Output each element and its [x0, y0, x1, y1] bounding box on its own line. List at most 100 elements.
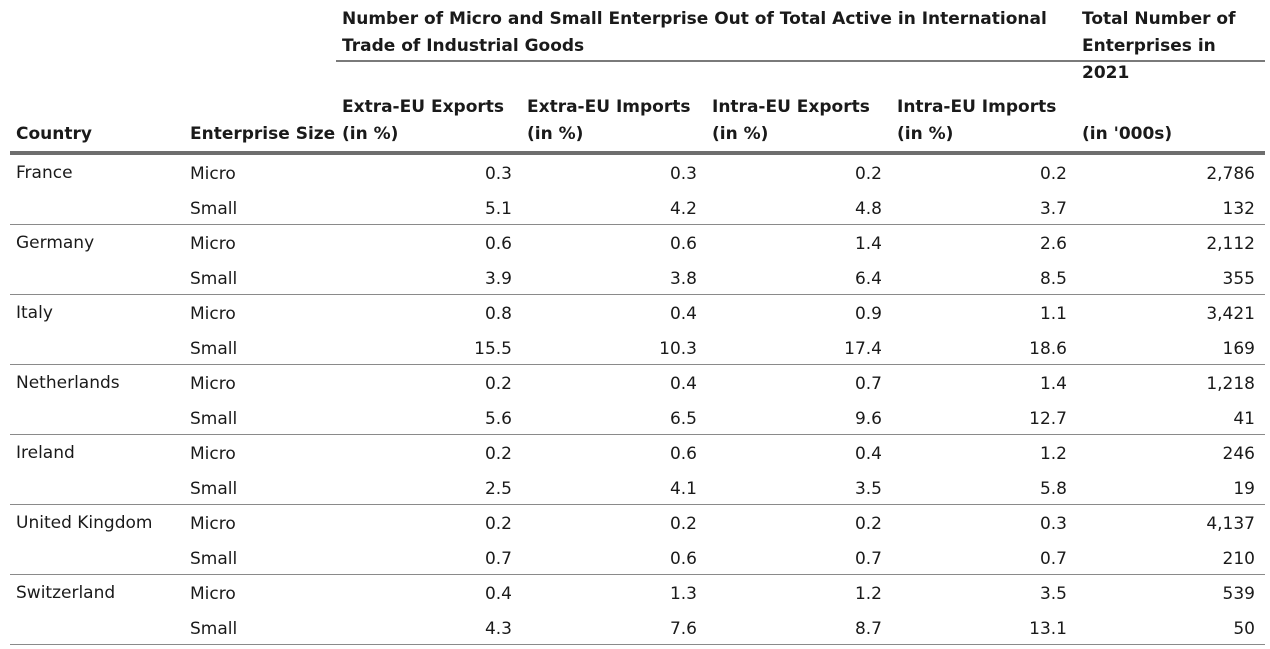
enterprise-size: Small — [190, 339, 238, 359]
value-cell: 10.3 — [659, 339, 697, 359]
col-header-total-unit: (in '000s) — [1082, 124, 1173, 144]
value-cell: 13.1 — [1029, 619, 1067, 639]
row-divider — [10, 434, 1265, 435]
col-header-extra-eu-exports-unit: (in %) — [342, 124, 399, 144]
value-cell: 1.3 — [669, 584, 697, 604]
row-divider — [10, 644, 1265, 645]
value-cell: 50 — [1233, 619, 1255, 639]
header-rule — [10, 151, 1265, 155]
value-cell: 18.6 — [1029, 339, 1067, 359]
table-row: Switzerland Micro 0.4 1.3 1.2 3.5 539 Small 4.3 7… — [10, 575, 1265, 645]
value-cell: 0.6 — [669, 234, 697, 254]
value-cell: 0.2 — [669, 514, 697, 534]
value-cell: 0.2 — [484, 514, 512, 534]
value-cell: 1.4 — [854, 234, 882, 254]
country-name: Germany — [16, 233, 95, 253]
value-cell: 0.4 — [484, 584, 512, 604]
value-cell: 0.7 — [484, 549, 512, 569]
value-cell: 0.2 — [854, 164, 882, 184]
country-name: Switzerland — [16, 583, 116, 603]
country-name: Italy — [16, 303, 53, 323]
value-cell: 0.3 — [484, 164, 512, 184]
table-row: Ireland Micro 0.2 0.6 0.4 1.2 246 Small 2.5 4.1 3.… — [10, 435, 1265, 505]
enterprise-size: Small — [190, 269, 238, 289]
total-header-title: Total Number of Enterprises in 2021 — [1082, 9, 1236, 83]
value-cell: 355 — [1222, 269, 1255, 289]
value-cell: 132 — [1222, 199, 1255, 219]
group-header-rule — [336, 60, 1265, 62]
value-cell: 0.6 — [669, 549, 697, 569]
enterprise-size: Small — [190, 619, 238, 639]
enterprise-size: Micro — [190, 304, 236, 324]
value-cell: 3.9 — [484, 269, 512, 289]
value-cell: 1.4 — [1039, 374, 1067, 394]
row-divider — [10, 294, 1265, 295]
value-cell: 2,112 — [1206, 234, 1255, 254]
value-cell: 3.5 — [1039, 584, 1067, 604]
value-cell: 3.8 — [669, 269, 697, 289]
col-header-intra-eu-exports: Intra-EU Exports — [712, 97, 870, 117]
enterprise-size: Micro — [190, 234, 236, 254]
value-cell: 5.8 — [1039, 479, 1067, 499]
value-cell: 0.2 — [484, 374, 512, 394]
col-header-intra-eu-imports-unit: (in %) — [897, 124, 954, 144]
value-cell: 1.2 — [854, 584, 882, 604]
value-cell: 12.7 — [1029, 409, 1067, 429]
value-cell: 3.7 — [1039, 199, 1067, 219]
value-cell: 0.6 — [669, 444, 697, 464]
row-divider — [10, 504, 1265, 505]
value-cell: 6.5 — [669, 409, 697, 429]
value-cell: 1.2 — [1039, 444, 1067, 464]
value-cell: 0.3 — [1039, 514, 1067, 534]
row-divider — [10, 364, 1265, 365]
value-cell: 7.6 — [669, 619, 697, 639]
value-cell: 539 — [1222, 584, 1255, 604]
row-divider — [10, 574, 1265, 575]
country-name: Ireland — [16, 443, 75, 463]
col-header-extra-eu-imports-unit: (in %) — [527, 124, 584, 144]
row-divider — [10, 224, 1265, 225]
value-cell: 169 — [1222, 339, 1255, 359]
value-cell: 1.1 — [1039, 304, 1067, 324]
value-cell: 4.3 — [484, 619, 512, 639]
value-cell: 41 — [1233, 409, 1255, 429]
value-cell: 8.7 — [854, 619, 882, 639]
table-row: Italy Micro 0.8 0.4 0.9 1.1 3,421 Small 15.5 10.3… — [10, 295, 1265, 365]
value-cell: 0.2 — [1039, 164, 1067, 184]
table-row: United Kingdom Micro 0.2 0.2 0.2 0.3 4,137 Smal… — [10, 505, 1265, 575]
value-cell: 5.1 — [484, 199, 512, 219]
col-header-country: Country — [16, 124, 92, 144]
value-cell: 5.6 — [484, 409, 512, 429]
table-row: Germany Micro 0.6 0.6 1.4 2.6 2,112 Small 3.9 3.8… — [10, 225, 1265, 295]
value-cell: 8.5 — [1039, 269, 1067, 289]
enterprise-size: Micro — [190, 164, 236, 184]
value-cell: 0.7 — [854, 374, 882, 394]
value-cell: 9.6 — [854, 409, 882, 429]
enterprise-size: Small — [190, 199, 238, 219]
value-cell: 0.4 — [669, 374, 697, 394]
value-cell: 0.9 — [854, 304, 882, 324]
value-cell: 1,218 — [1206, 374, 1255, 394]
value-cell: 246 — [1222, 444, 1255, 464]
col-header-extra-eu-exports: Extra-EU Exports — [342, 97, 505, 117]
col-header-intra-eu-exports-unit: (in %) — [712, 124, 769, 144]
value-cell: 2.5 — [484, 479, 512, 499]
value-cell: 4.1 — [669, 479, 697, 499]
table-row: France Micro 0.3 0.3 0.2 0.2 2,786 Small 5.1 4.2 4… — [10, 155, 1265, 225]
country-name: Netherlands — [16, 373, 120, 393]
table-row: Netherlands Micro 0.2 0.4 0.7 1.4 1,218 Small 5.… — [10, 365, 1265, 435]
value-cell: 4.8 — [854, 199, 882, 219]
enterprise-size: Micro — [190, 584, 236, 604]
value-cell: 210 — [1222, 549, 1255, 569]
value-cell: 0.2 — [854, 514, 882, 534]
value-cell: 0.8 — [484, 304, 512, 324]
country-name: France — [16, 163, 73, 183]
value-cell: 0.6 — [484, 234, 512, 254]
value-cell: 3.5 — [854, 479, 882, 499]
enterprise-size: Micro — [190, 444, 236, 464]
value-cell: 0.3 — [669, 164, 697, 184]
country-name: United Kingdom — [16, 513, 153, 533]
col-header-intra-eu-imports: Intra-EU Imports — [897, 97, 1057, 117]
value-cell: 2.6 — [1039, 234, 1067, 254]
value-cell: 2,786 — [1206, 164, 1255, 184]
